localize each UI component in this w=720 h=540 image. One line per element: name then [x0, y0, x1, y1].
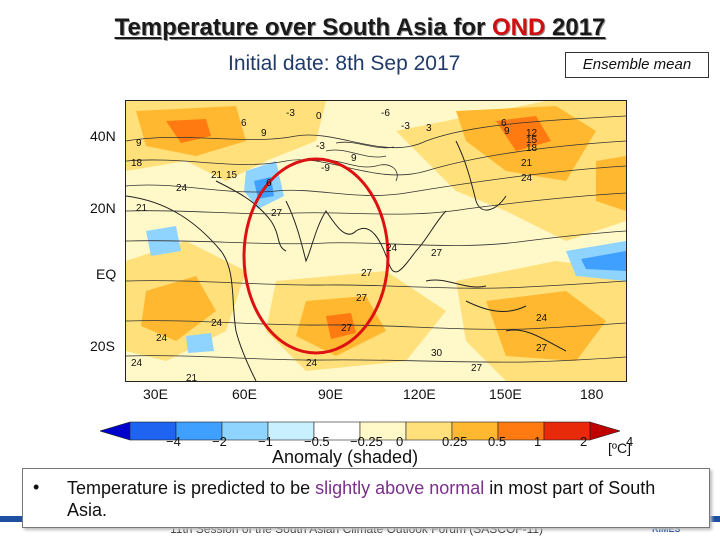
highlight-circle [242, 157, 390, 355]
contour-label: 27 [361, 268, 373, 279]
lat-label-20n: 20N [90, 200, 116, 216]
colorbar-tick-label: 0 [396, 434, 404, 449]
lat-label-20s: 20S [90, 338, 115, 354]
contour-label: 27 [536, 343, 548, 354]
lon-label-30e: 30E [143, 386, 168, 402]
contour-label: 0 [316, 111, 322, 122]
lon-label-120e: 120E [403, 386, 436, 402]
contour-label: 21 [186, 373, 198, 381]
contour-label: 24 [131, 358, 143, 369]
contour-label: 6 [266, 178, 272, 189]
bullet-icon: • [33, 477, 40, 497]
colorbar-tick-label: 1 [534, 434, 542, 449]
lat-label-40n: 40N [90, 128, 116, 144]
colorbar-tick-label: 4 [626, 434, 634, 449]
lon-label-90e: 90E [318, 386, 343, 402]
ensemble-mean-label: Ensemble mean [565, 52, 709, 78]
lon-label-60e: 60E [232, 386, 257, 402]
colorbar-tick-label: 0.5 [488, 434, 507, 449]
contour-label: -9 [321, 163, 330, 174]
colorbar-tick-label: 2 [580, 434, 588, 449]
colorbar-tick-label: −2 [212, 434, 227, 449]
temperature-contours [126, 115, 626, 363]
contour-label: 9 [261, 128, 267, 139]
contour-label: 24 [211, 318, 223, 329]
contour-label: 24 [536, 313, 548, 324]
colorbar-tick-label: −0.5 [304, 434, 330, 449]
page-title: Temperature over South Asia for OND 2017 [114, 14, 606, 41]
unit-label: [ºC] [608, 440, 632, 456]
contour-label: 27 [271, 208, 283, 219]
colorbar-arrow-high [589, 421, 620, 441]
contour-label: -3 [286, 108, 295, 119]
footer-bar-left [0, 516, 22, 522]
footer-bar-right [708, 516, 720, 522]
contour-label: 9 [351, 153, 357, 164]
contour-label: 24 [386, 243, 398, 254]
contour-label: 9 [136, 138, 142, 149]
colorbar-tick-label: −4 [166, 434, 181, 449]
contour-label: 21 [521, 158, 533, 169]
contour-label: -3 [316, 141, 325, 152]
initial-date-subtitle: Initial date: 8th Sep 2017 [228, 52, 461, 75]
colorbar [100, 421, 620, 441]
contour-label: 24 [156, 333, 168, 344]
anomaly-map: 6 9 -3 0 -6 -3 3 6 9 12 15 18 21 24 9 -3 -9 9 18 21 15 6 24 21 2… [125, 100, 627, 382]
contour-label: 18 [526, 143, 538, 154]
contour-label: 24 [176, 183, 188, 194]
contour-label: 27 [341, 323, 353, 334]
colorbar-arrow-low [100, 421, 131, 441]
summary-box: • Temperature is predicted to be slightl… [22, 468, 710, 528]
rimes-logo: RIMES [652, 524, 681, 534]
colorbar-tick-label: −0.25 [350, 434, 383, 449]
contour-label: -3 [401, 121, 410, 132]
contour-label: 15 [226, 170, 238, 181]
contour-label: 27 [431, 248, 443, 259]
summary-text: Temperature is predicted to be slightly … [67, 478, 656, 520]
contour-label: 18 [131, 158, 143, 169]
contour-label: 21 [136, 203, 148, 214]
contour-label: 30 [431, 348, 443, 359]
contour-label: 27 [471, 363, 483, 374]
contour-label: 24 [521, 173, 533, 184]
contour-label: 6 [501, 118, 507, 129]
contour-label: 12 [526, 128, 538, 139]
anomaly-label: Anomaly (shaded) [272, 447, 419, 467]
colorbar-tick-label: 0.25 [442, 434, 468, 449]
colorbar-tick-label: −1 [258, 434, 273, 449]
summary-highlight: slightly above normal [315, 478, 485, 498]
contour-label: -6 [381, 108, 390, 119]
lat-label-eq: EQ [96, 266, 117, 282]
lon-label-150e: 150E [489, 386, 522, 402]
season-highlight: OND [492, 14, 546, 41]
contour-label: 9 [504, 126, 510, 137]
contour-label: 6 [241, 118, 247, 129]
contour-label: 24 [306, 358, 318, 369]
contour-label: 15 [526, 135, 538, 146]
contour-label: 27 [356, 293, 368, 304]
contour-label: 21 [211, 170, 223, 181]
lon-label-180: 180 [580, 386, 604, 402]
contour-label: 3 [426, 123, 432, 134]
